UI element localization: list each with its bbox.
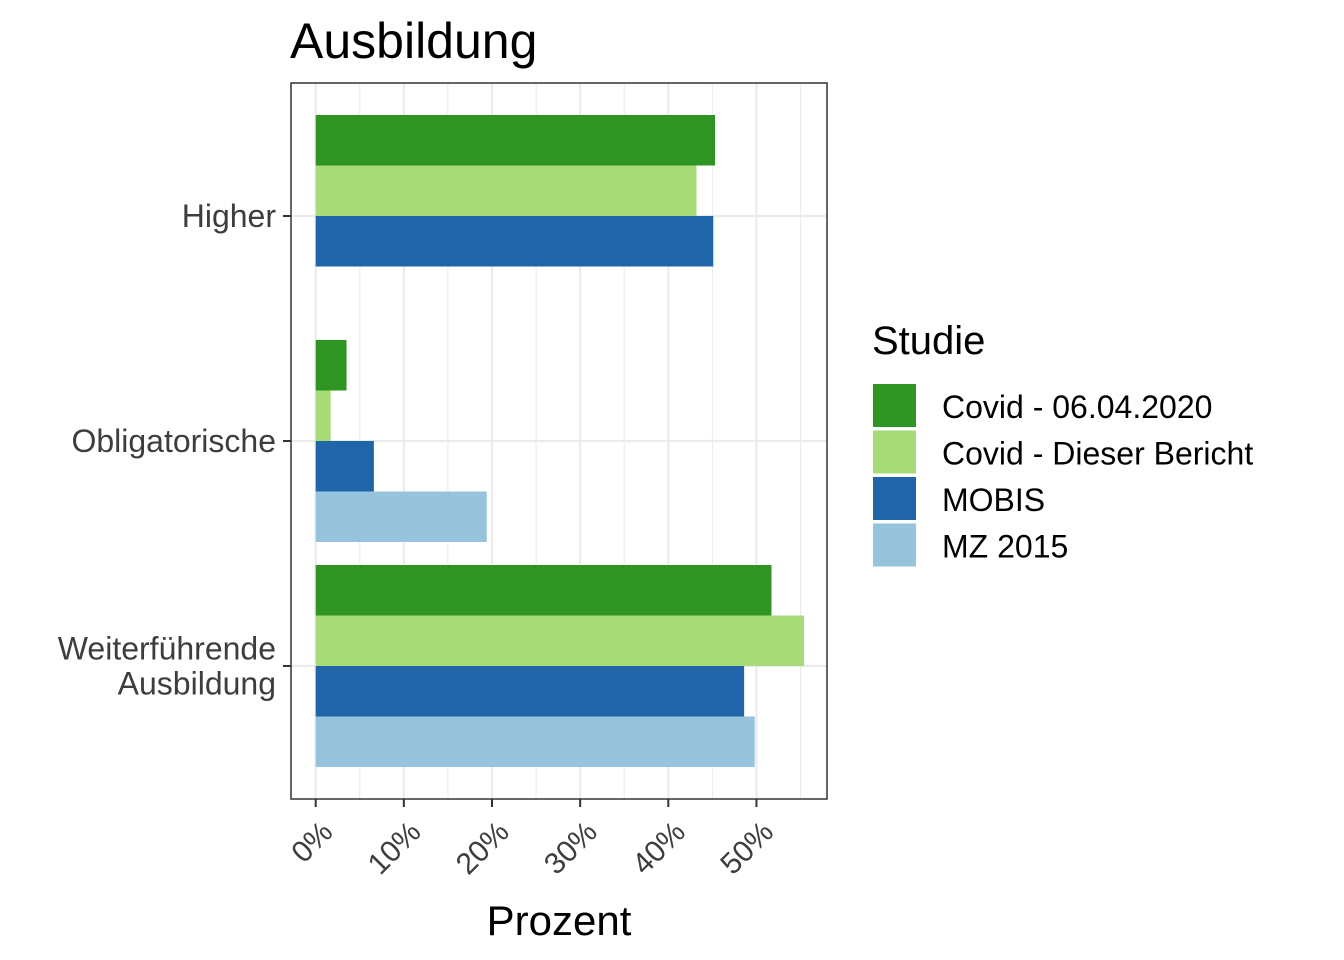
legend-key bbox=[873, 384, 916, 427]
y-axis: Higher Obligatorische WeiterführendeAusbil… bbox=[58, 198, 291, 702]
bar bbox=[315, 491, 487, 542]
legend-label: MOBIS bbox=[942, 482, 1045, 518]
bar bbox=[315, 340, 347, 391]
bars bbox=[315, 115, 805, 767]
legend-key bbox=[873, 523, 916, 567]
bar bbox=[315, 716, 755, 767]
bar bbox=[315, 115, 716, 166]
y-tick-label: Higher bbox=[182, 198, 277, 234]
y-tick-label: Ausbildung bbox=[118, 666, 276, 702]
chart-title: Ausbildung bbox=[290, 13, 537, 69]
x-tick-label: 0% bbox=[285, 815, 339, 869]
x-axis-title: Prozent bbox=[487, 897, 632, 944]
x-tick-label: 50% bbox=[714, 815, 780, 881]
bar bbox=[315, 165, 697, 216]
legend-items: Covid - 06.04.2020 Covid - Dieser Bericht… bbox=[873, 384, 1253, 567]
bar bbox=[315, 390, 331, 441]
legend-label: Covid - Dieser Bericht bbox=[942, 436, 1253, 472]
bar bbox=[315, 666, 745, 717]
y-tick-label: Weiterführende bbox=[58, 631, 276, 667]
legend-title: Studie bbox=[872, 319, 985, 363]
x-tick-label: 40% bbox=[626, 815, 692, 881]
bar bbox=[315, 216, 714, 267]
x-axis: 0% 10% 20% 30% 40% 50% bbox=[285, 799, 780, 881]
legend-label: MZ 2015 bbox=[942, 529, 1068, 565]
legend-key bbox=[873, 477, 916, 520]
bar bbox=[315, 441, 374, 492]
bar bbox=[315, 565, 772, 616]
plot-panel bbox=[290, 82, 828, 800]
legend: Studie Covid - 06.04.2020 Covid - Dieser … bbox=[872, 319, 1253, 567]
legend-label: Covid - 06.04.2020 bbox=[942, 389, 1212, 425]
bar bbox=[315, 615, 805, 666]
x-tick-label: 20% bbox=[450, 815, 516, 881]
x-tick-label: 30% bbox=[538, 815, 604, 881]
y-tick-label: Obligatorische bbox=[71, 423, 276, 459]
legend-key bbox=[873, 430, 916, 474]
x-tick-label: 10% bbox=[362, 815, 428, 881]
